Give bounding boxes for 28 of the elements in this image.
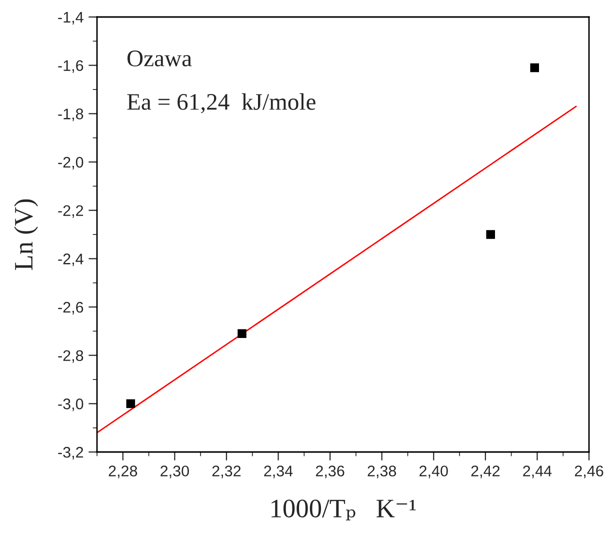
y-tick-label: -2,0 [58, 156, 84, 170]
y-tick-label: -2,4 [58, 254, 84, 266]
annotation: Ea = 61,24 kJ/mole [127, 93, 316, 114]
y-axis-title: Ln (V) [14, 199, 38, 270]
point [486, 230, 495, 239]
x-tick-label: 2,30 [160, 466, 189, 478]
y-tick-label: -3,0 [58, 398, 84, 412]
x-axis-title: 1000/Tₚ K⁻¹ [272, 500, 416, 520]
y-tick-label: -1,4 [58, 12, 84, 24]
x-tick-label: 2,34 [264, 466, 293, 478]
y-tick-label: -2,8 [58, 350, 84, 363]
x-tick-label: 2,36 [316, 466, 344, 478]
x-tick-label: 2,32 [212, 466, 241, 478]
point [530, 63, 540, 72]
x-tick-label: 2,40 [420, 466, 448, 478]
point [238, 329, 246, 338]
point [126, 399, 136, 408]
x-tick-label: 2,44 [523, 466, 552, 478]
y-tick-label: -2,6 [58, 302, 84, 314]
x-tick-label: 2,46 [574, 466, 604, 478]
annotation: Ozawa [127, 50, 192, 66]
x-tick-label: 2,42 [471, 466, 500, 478]
x-tick-label: 2,38 [368, 466, 396, 478]
y-tick-label: -1,8 [58, 108, 84, 122]
y-tick-label: -3,2 [58, 446, 84, 460]
x-tick-label: 2,28 [108, 466, 138, 478]
y-tick-label: -2,2 [58, 205, 84, 218]
y-tick-label: -1,6 [58, 60, 84, 73]
